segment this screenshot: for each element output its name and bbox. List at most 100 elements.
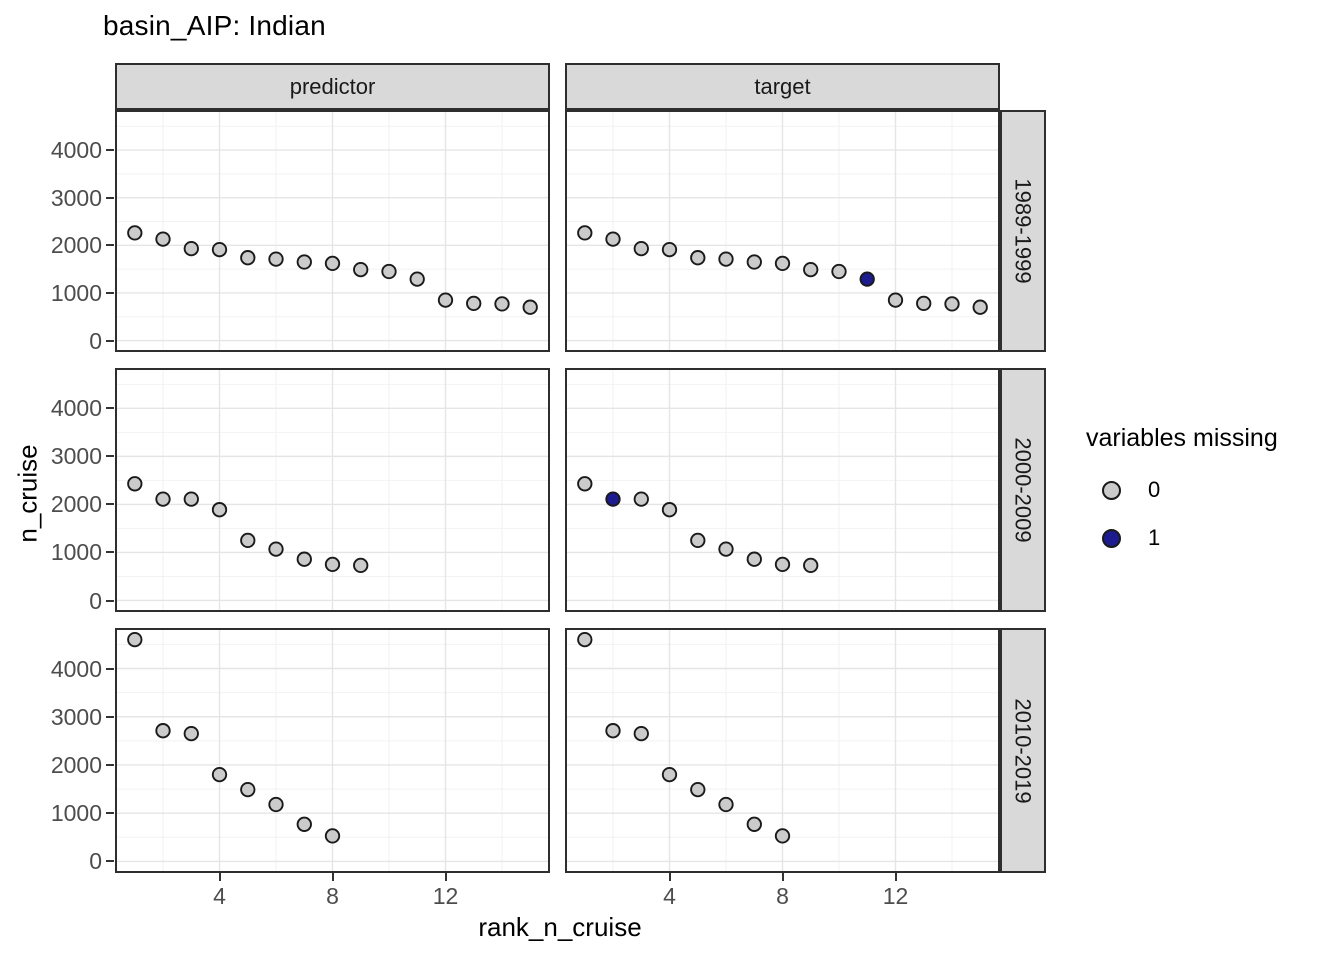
x-tick-label: 12 [882,883,909,909]
y-tick-label: 4000 [50,137,102,163]
panel-target-2000-2009 [565,368,1000,612]
data-point [803,557,819,574]
data-point [690,781,706,798]
data-point [633,240,649,257]
data-point [661,502,678,518]
y-tick-label: 3000 [50,703,102,730]
data-point [522,299,538,315]
panel-target-1989-1999 [565,110,1000,352]
x-tick-mark [781,873,784,881]
data-point [633,725,649,742]
data-point [718,796,734,813]
legend-swatch-0-circle-icon [1102,480,1121,500]
data-point [211,766,228,783]
x-tick-mark [331,873,334,881]
y-tick-mark [106,407,114,410]
data-point [887,292,904,308]
facet-strip-target-label: target [754,73,811,99]
x-tick-label: 12 [432,883,459,909]
data-point [746,254,762,270]
data-point [746,551,762,567]
data-point [155,231,171,247]
data-point [324,828,341,844]
legend-item-0: 0 [1086,466,1336,514]
y-tick-mark [106,715,114,718]
data-point [577,631,593,648]
y-tick-label: 3000 [50,184,102,211]
data-point [324,556,341,573]
data-point [605,491,621,507]
panel-predictor-2010-2019 [115,628,550,873]
x-tick-mark [668,873,671,881]
facet-strip-predictor: predictor [115,63,550,110]
y-tick-label: 1000 [50,800,102,827]
data-point [972,299,988,315]
data-point [268,796,284,813]
y-tick-label: 1000 [50,539,102,566]
facet-strip-predictor-label: predictor [289,73,376,99]
data-point [155,491,171,507]
y-tick-label: 3000 [50,443,102,470]
data-point [661,766,678,783]
y-tick-mark [106,551,114,554]
data-point [718,541,734,557]
data-point [268,251,284,267]
data-point [183,240,199,257]
data-point [324,255,341,272]
plot-title: basin_AIP: Indian [103,10,326,41]
y-tick-mark [106,339,114,342]
y-tick-label: 0 [89,327,102,354]
data-point [296,551,312,567]
data-point [240,250,256,266]
facet-strip-2010-2019: 2010-2019 [1000,628,1046,873]
legend-swatch-1-circle-icon [1102,528,1121,548]
facet-strip-2010-2019-label: 2010-2019 [1011,697,1036,804]
y-tick-mark [106,667,114,670]
panel-predictor-1989-1999 [115,110,550,352]
data-point [183,725,199,742]
y-tick-label: 4000 [50,395,102,422]
data-point [353,557,369,574]
data-point [690,250,706,266]
x-tick-label: 8 [326,883,339,909]
data-point [409,271,425,287]
y-tick-label: 0 [89,848,102,875]
legend-label-0: 0 [1148,477,1161,502]
x-tick-label: 4 [663,883,676,909]
data-point [774,556,791,573]
facet-strip-target: target [565,63,1000,110]
data-point [577,225,593,241]
facet-strip-1989-1999-label: 1989-1999 [1011,178,1036,284]
data-point [240,532,256,549]
data-point [916,295,932,312]
data-point [437,292,454,308]
facet-strip-2000-2009-label: 2000-2009 [1011,437,1036,543]
data-point [605,231,621,247]
data-point [774,255,791,272]
data-point [690,532,706,549]
y-tick-label: 2000 [50,232,102,259]
data-point [944,296,960,312]
y-tick-label: 4000 [50,655,102,682]
data-point [211,502,228,518]
y-tick-mark [106,196,114,199]
y-tick-label: 2000 [50,491,102,518]
y-tick-label: 0 [89,587,102,614]
data-point [746,816,762,832]
data-point [127,225,143,241]
legend-label-1: 1 [1148,525,1161,550]
legend-title: variables missing [1086,424,1278,452]
x-axis-title: rank_n_cruise [478,912,642,942]
data-point [577,476,593,492]
data-point [268,541,284,557]
y-tick-mark [106,244,114,247]
data-point [466,295,482,312]
data-point [831,263,847,280]
x-tick-mark [444,873,447,881]
x-tick-label: 8 [776,883,789,909]
data-point [859,271,875,287]
data-point [127,476,143,492]
y-tick-mark [106,455,114,458]
y-tick-mark [106,812,114,815]
